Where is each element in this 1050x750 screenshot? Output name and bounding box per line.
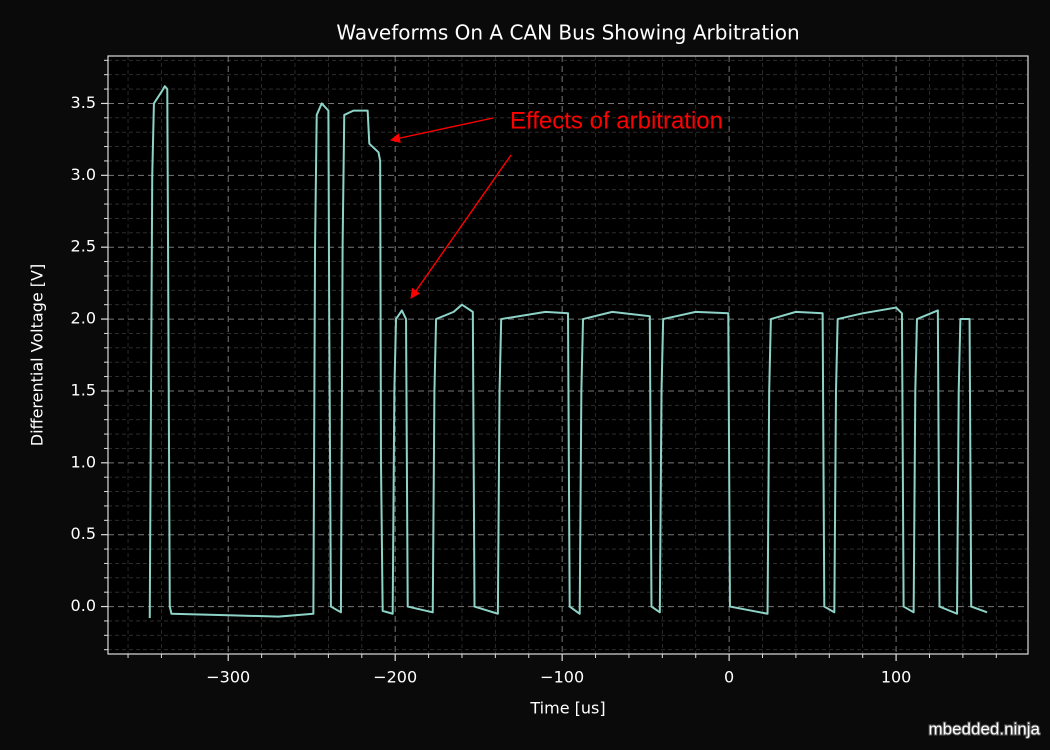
- data-line: [148, 85, 988, 619]
- x-tick-label: −300: [206, 668, 250, 687]
- y-tick-label: 2.5: [71, 237, 96, 256]
- x-axis-label: Time [us]: [529, 699, 605, 718]
- y-axis-label: Differential Voltage [V]: [28, 264, 47, 446]
- x-tick-label: 0: [724, 668, 734, 687]
- annotation: Effects of arbitration: [510, 107, 723, 134]
- y-tick-label: 3.5: [71, 93, 96, 112]
- y-tick-label: 0.0: [71, 596, 96, 615]
- chart-title: Waveforms On A CAN Bus Showing Arbitrati…: [336, 21, 799, 45]
- y-tick-label: 2.0: [71, 309, 96, 328]
- plot: [148, 85, 988, 619]
- grid: [108, 56, 1028, 654]
- y-tick-label: 1.0: [71, 452, 96, 471]
- annotation-arrow: [410, 154, 512, 299]
- x-tick-label: −200: [373, 668, 417, 687]
- y-tick-label: 3.0: [71, 165, 96, 184]
- annotation-arrow: [390, 117, 494, 143]
- axes-frame: [107, 55, 1029, 655]
- y-tick-label: 1.5: [71, 380, 96, 399]
- y-tick-label: 0.5: [71, 524, 96, 543]
- x-tick-label: 100: [881, 668, 912, 687]
- x-tick-label: −100: [540, 668, 584, 687]
- watermark: mbedded.ninja: [928, 719, 1040, 738]
